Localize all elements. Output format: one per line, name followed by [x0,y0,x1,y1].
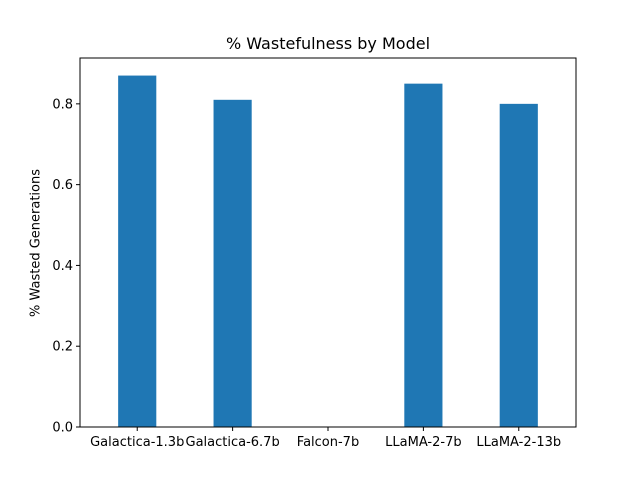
y-tick-label: 0.4 [52,259,73,274]
plot-area-frame [79,57,577,428]
y-tick-label: 0.2 [52,340,73,355]
y-tick-label: 0.6 [52,178,73,193]
y-tick-label: 0.0 [52,421,73,436]
chart-title: % Wastefulness by Model [226,34,430,53]
bar-galactica-1-3b [118,75,157,427]
x-tick-label: Galactica-6.7b [186,435,280,450]
y-tick-label: 0.8 [52,97,73,112]
y-axis-label: % Wasted Generations [29,169,44,317]
x-tick-label: LLaMA-2-7b [385,435,461,450]
bars-group [118,75,538,428]
bar-galactica-6-7b [213,99,252,427]
x-axis-ticks: Galactica-1.3b Galactica-6.7b Falcon-7b LLa… [90,427,561,450]
x-tick-label: Falcon-7b [297,435,359,450]
bar-llama-2-13b [499,103,538,427]
x-tick-label: LLaMA-2-13b [476,435,561,450]
y-axis-ticks: 0.0 0.2 0.4 0.6 0.8 [52,97,80,436]
bar-llama-2-7b [404,83,443,428]
x-tick-label: Galactica-1.3b [90,435,184,450]
